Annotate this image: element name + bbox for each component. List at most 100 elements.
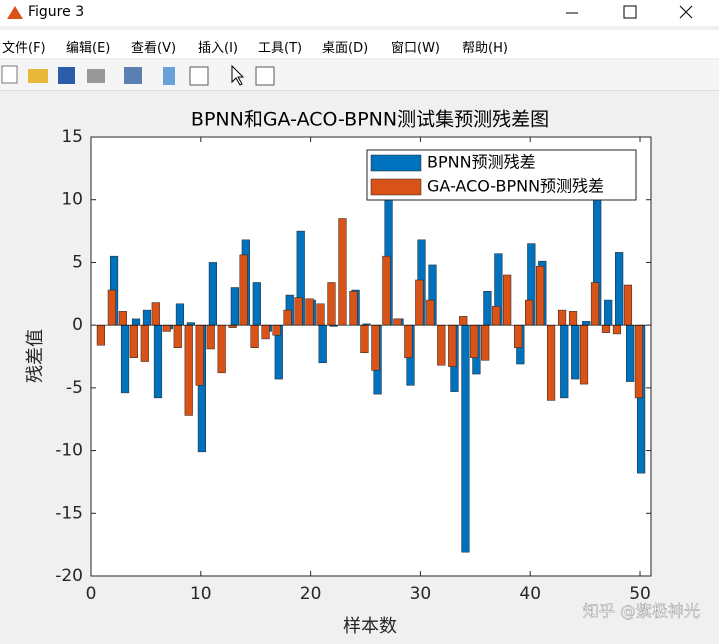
bar xyxy=(579,324,589,385)
chart-title: BPNN和GA-ACO-BPNN测试集预测残差图 xyxy=(191,109,549,131)
bar xyxy=(557,309,567,326)
bar xyxy=(272,324,281,336)
bar xyxy=(131,318,141,326)
menu-item[interactable]: 桌面(D) xyxy=(322,41,369,56)
bar xyxy=(590,282,600,326)
bar xyxy=(184,324,193,416)
bar xyxy=(560,324,569,399)
bar xyxy=(360,324,369,353)
y-axis-label: 残差值 xyxy=(25,329,46,383)
bar xyxy=(294,297,303,326)
y-tick-label: 5 xyxy=(72,252,83,272)
window-controls[interactable] xyxy=(560,0,710,26)
x-tick-label: 0 xyxy=(86,584,97,604)
bar xyxy=(142,309,152,326)
menu-item[interactable]: 窗口(W) xyxy=(391,41,440,56)
bar xyxy=(338,218,347,326)
legend-swatch xyxy=(370,178,422,196)
bar xyxy=(415,279,424,326)
bar xyxy=(393,318,402,326)
bar xyxy=(261,324,270,340)
bar xyxy=(546,324,556,401)
bar xyxy=(536,265,545,326)
bar xyxy=(208,262,217,326)
bar xyxy=(151,302,160,326)
bar xyxy=(571,324,580,380)
y-tick-label: -15 xyxy=(55,503,83,523)
bar xyxy=(470,324,479,359)
toolbar xyxy=(0,60,719,91)
legend-label: BPNN预测残差 xyxy=(427,153,536,172)
bar xyxy=(461,324,470,553)
bar xyxy=(459,316,468,326)
y-tick-label: 15 xyxy=(61,127,83,147)
bar xyxy=(175,303,185,326)
bar xyxy=(230,287,239,326)
bar xyxy=(153,324,163,399)
bar xyxy=(371,324,380,371)
window-title: Figure 3 xyxy=(28,4,85,20)
menu-item[interactable]: 文件(F) xyxy=(2,41,46,56)
bar xyxy=(623,284,633,326)
bar xyxy=(503,274,512,326)
bar xyxy=(525,299,534,326)
bar xyxy=(316,303,325,326)
menu-item[interactable]: 编辑(E) xyxy=(66,41,111,56)
bar xyxy=(448,324,457,367)
legend-label: GA-ACO-BPNN预测残差 xyxy=(427,177,604,196)
bar xyxy=(250,324,259,348)
bar xyxy=(118,311,127,326)
bar xyxy=(514,324,523,348)
bar xyxy=(615,252,624,326)
bar xyxy=(481,324,490,361)
bar xyxy=(634,324,644,399)
bar xyxy=(228,324,237,328)
menu-item[interactable]: 查看(V) xyxy=(131,41,177,56)
x-tick-label: 50 xyxy=(629,584,651,604)
x-tick-label: 30 xyxy=(410,584,432,604)
bar xyxy=(318,324,327,364)
bar xyxy=(492,306,501,326)
bar xyxy=(327,282,336,326)
bar xyxy=(206,324,215,350)
bar xyxy=(582,321,591,326)
bar xyxy=(283,309,292,326)
bar xyxy=(120,324,130,394)
bar xyxy=(107,289,116,326)
x-axis-label: 样本数 xyxy=(343,616,397,637)
bar xyxy=(239,254,248,326)
bar xyxy=(601,324,611,333)
bar xyxy=(195,324,204,386)
bar xyxy=(217,324,226,374)
bar xyxy=(305,298,314,326)
bar xyxy=(568,311,578,326)
menu-item[interactable]: 工具(T) xyxy=(258,41,303,56)
y-tick-label: -20 xyxy=(55,566,83,586)
bar xyxy=(612,324,622,335)
y-tick-label: 0 xyxy=(72,315,83,335)
y-tick-label: -5 xyxy=(66,378,83,398)
x-tick-label: 10 xyxy=(190,584,212,604)
bar xyxy=(162,324,171,332)
y-tick-label: -10 xyxy=(55,441,83,461)
bar xyxy=(382,255,391,326)
bar xyxy=(426,299,435,326)
menu-item[interactable]: 帮助(H) xyxy=(462,41,508,56)
x-tick-label: 20 xyxy=(300,584,322,604)
legend-swatch xyxy=(370,154,422,172)
title-bar: Figure 3 xyxy=(0,0,719,26)
menu-item[interactable]: 插入(I) xyxy=(198,41,238,56)
bar xyxy=(604,299,613,326)
app-icon xyxy=(7,6,23,19)
watermark: 知乎 @紫极神光 xyxy=(583,602,700,621)
bar xyxy=(129,324,138,359)
chart: BPNN和GA-ACO-BPNN测试集预测残差图 样本数 残差值 知乎 @紫极神… xyxy=(25,109,700,638)
bar xyxy=(404,324,413,359)
toolbar-icons[interactable] xyxy=(0,60,290,90)
bar xyxy=(252,282,261,326)
bar xyxy=(349,291,358,326)
bar xyxy=(140,324,149,362)
bar xyxy=(626,324,635,382)
plot-area xyxy=(91,137,651,576)
